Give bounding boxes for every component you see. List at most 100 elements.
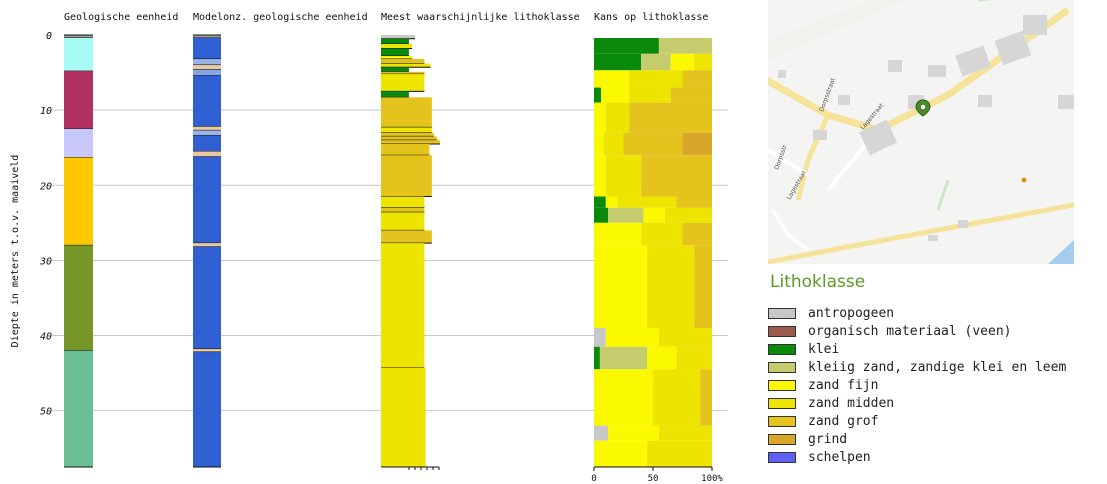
legend-label: zand midden <box>808 395 895 411</box>
probability-segment <box>694 245 712 329</box>
litho-block <box>381 74 425 92</box>
probability-segment <box>694 53 712 71</box>
layer-block <box>193 75 221 127</box>
litho-block <box>381 44 412 49</box>
probability-segment <box>670 87 712 103</box>
probability-segment <box>623 132 683 156</box>
probability-segment <box>605 328 659 347</box>
geological-profile-chart: Geologische eenheid Modelonz. geologische… <box>10 12 728 484</box>
litho-block <box>381 196 425 208</box>
probability-segment <box>594 207 609 223</box>
y-tick-label: 0 <box>46 31 52 42</box>
probability-segment <box>608 207 644 223</box>
y-tick-label: 30 <box>39 256 52 267</box>
probability-segment <box>670 53 695 71</box>
litho-block <box>381 59 425 64</box>
probability-segment <box>594 328 606 347</box>
litho-block <box>381 143 430 156</box>
litho-block <box>381 155 432 197</box>
legend-swatch <box>768 361 796 373</box>
probability-segment <box>617 196 677 208</box>
legend-item: kleiig zand, zandige klei en leem <box>768 358 1107 376</box>
probability-segment <box>641 155 712 197</box>
litho-block <box>381 35 416 39</box>
legend-item: klei <box>768 340 1107 358</box>
legend-item: grind <box>768 430 1107 448</box>
probability-segment <box>594 425 609 441</box>
layer-block <box>193 135 221 152</box>
poi-marker-icon[interactable] <box>1020 176 1028 184</box>
litho-block <box>381 367 426 467</box>
probability-segment <box>641 53 671 71</box>
layer-block <box>64 35 93 39</box>
probability-segment <box>682 132 712 156</box>
litho-block <box>381 212 425 231</box>
legend-swatch <box>768 307 796 319</box>
layer-block <box>193 65 221 70</box>
layer-block <box>193 156 221 244</box>
probability-segment <box>682 70 712 88</box>
probability-segment <box>647 346 677 370</box>
probability-segment <box>605 196 618 208</box>
litho-block <box>381 91 409 98</box>
litho-block <box>381 71 425 75</box>
y-tick-label: 40 <box>40 332 52 343</box>
legend-item: zand grof <box>768 412 1107 430</box>
litho-block <box>381 243 425 368</box>
legend-item: zand midden <box>768 394 1107 412</box>
probability-segment <box>653 369 701 426</box>
legend-item: organisch materiaal (veen) <box>768 322 1107 340</box>
probability-segment <box>594 155 606 197</box>
probability-segment <box>594 369 653 426</box>
probability-segment <box>629 102 712 133</box>
layer-block <box>193 38 221 60</box>
column-title: Kans op lithoklasse <box>594 12 708 23</box>
litho-block <box>381 97 432 128</box>
litho-block <box>381 127 432 133</box>
litho-block <box>381 207 425 213</box>
probability-segment <box>594 196 606 208</box>
legend-label: zand fijn <box>808 377 879 393</box>
probability-segment <box>676 346 712 370</box>
layer-block <box>193 151 221 157</box>
legend-label: antropogeen <box>808 305 895 321</box>
probability-segment <box>629 87 671 103</box>
probability-segment <box>594 70 630 88</box>
layer-block <box>64 245 93 351</box>
probability-segment <box>658 38 712 54</box>
location-map[interactable]: Dorpsstraat Lagestraat Lagestraat Dorpss… <box>768 0 1074 264</box>
probability-segment <box>664 207 712 223</box>
column-title: Modelonz. geologische eenheid <box>193 12 368 23</box>
legend-swatch <box>768 397 796 409</box>
layer-block <box>193 35 221 39</box>
legend-swatch <box>768 451 796 463</box>
litho-block <box>381 56 412 60</box>
legend-label: zand grof <box>808 413 879 429</box>
probability-segment <box>601 87 630 103</box>
legend-label: klei <box>808 341 840 357</box>
legend-swatch <box>768 343 796 355</box>
layer-block <box>193 69 221 76</box>
legend-label: kleiig zand, zandige klei en leem <box>808 359 1067 375</box>
probability-segment <box>676 196 712 208</box>
litho-block <box>381 140 440 144</box>
x-tick-label: 100% <box>701 474 723 484</box>
probability-segment <box>647 440 712 467</box>
layer-block <box>64 38 93 72</box>
probability-segment <box>658 328 712 347</box>
legend-label: schelpen <box>808 449 871 465</box>
probability-segment <box>594 87 602 103</box>
probability-segment <box>594 440 648 467</box>
lithoklasse-legend: Lithoklasse antropogeen organisch materia… <box>768 272 1107 482</box>
layer-block <box>193 126 221 131</box>
probability-segment <box>594 132 604 156</box>
probability-segment <box>658 425 712 441</box>
probability-segment <box>594 38 659 54</box>
legend-item: zand fijn <box>768 376 1107 394</box>
legend-item: antropogeen <box>768 304 1107 322</box>
layer-block <box>193 59 221 66</box>
layer-block <box>193 246 221 350</box>
probability-segment <box>594 53 642 71</box>
probability-segment <box>594 346 600 370</box>
litho-block <box>381 230 432 244</box>
